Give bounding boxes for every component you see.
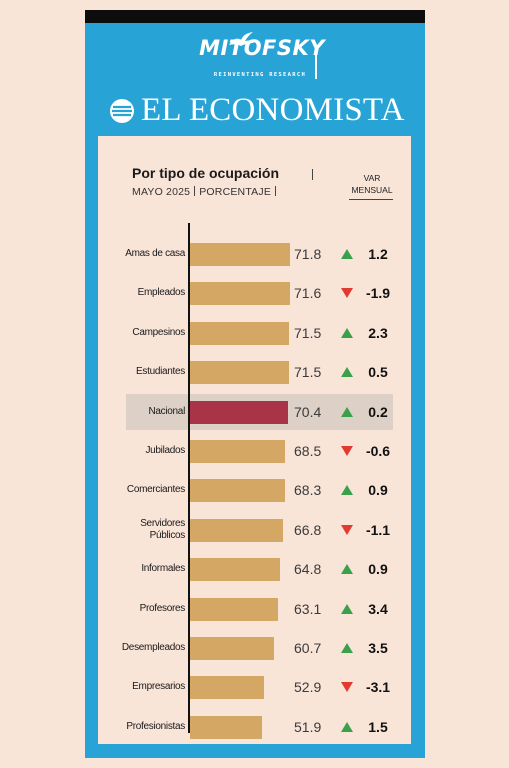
category-label: Nacional: [148, 406, 185, 417]
top-bar: [85, 10, 425, 23]
value-label: 70.4: [294, 404, 322, 420]
var-label-line1: VAR: [363, 173, 381, 183]
var-mensual-value: -0.6: [365, 443, 391, 459]
bar-row: Campesinos 71.5 2.3: [98, 314, 411, 352]
var-mensual-value: -1.1: [365, 522, 391, 538]
var-mensual-value: 1.5: [368, 719, 388, 735]
value-label: 60.7: [294, 640, 322, 656]
var-mensual-value: -3.1: [365, 679, 391, 695]
var-mensual-value: 0.2: [368, 404, 388, 420]
chart-subtitle: MAYO 2025 PORCENTAJE: [132, 186, 280, 198]
triangle-down-icon: [341, 682, 353, 692]
triangle-up-icon: [341, 643, 353, 653]
value-label: 71.5: [294, 325, 322, 341]
bar: [190, 479, 285, 502]
subtitle-divider-end: [275, 186, 277, 196]
bar-row: Servidores Públicos 66.8 -1.1: [98, 511, 411, 549]
bar: [190, 440, 285, 463]
category-label: Amas de casa: [125, 248, 185, 259]
triangle-up-icon: [341, 485, 353, 495]
bar-row: Estudiantes 71.5 0.5: [98, 353, 411, 391]
value-label: 68.3: [294, 482, 322, 498]
var-mensual-value: 0.9: [368, 482, 388, 498]
infographic-frame: MITOFSKY REINVENTING RESEARCH EL ECONOMI…: [85, 10, 425, 758]
value-label: 64.8: [294, 561, 322, 577]
mitofsky-logo: MITOFSKY: [199, 36, 325, 60]
category-label: Informales: [141, 563, 185, 574]
chart-card: Por tipo de ocupación MAYO 2025 PORCENTAJ…: [98, 136, 411, 744]
bar-row: Empresarios 52.9 -3.1: [98, 668, 411, 706]
var-mensual-value: 0.5: [368, 364, 388, 380]
triangle-down-icon: [341, 288, 353, 298]
category-label: Campesinos: [132, 327, 185, 338]
mitofsky-tagline: REINVENTING RESEARCH: [213, 72, 307, 78]
bar: [190, 322, 289, 345]
category-label: Desempleados: [121, 642, 185, 653]
bar-row: Jubilados 68.5 -0.6: [98, 432, 411, 470]
category-label: Profesionistas: [126, 721, 185, 732]
triangle-up-icon: [341, 722, 353, 732]
category-label: Jubilados: [145, 445, 185, 456]
var-mensual-value: 3.5: [368, 640, 388, 656]
value-label: 51.9: [294, 719, 322, 735]
bar: [190, 243, 290, 266]
triangle-up-icon: [341, 604, 353, 614]
bar: [190, 598, 278, 621]
triangle-down-icon: [341, 525, 353, 535]
logo-divider: [315, 55, 317, 79]
el-economista-logo: EL ECONOMISTA: [141, 92, 405, 128]
var-mensual-value: 3.4: [368, 601, 388, 617]
bar-row: Amas de casa 71.8 1.2: [98, 235, 411, 273]
bar-nacional: [190, 401, 288, 424]
bar: [190, 676, 264, 699]
bar-row: Empleados 71.6 -1.9: [98, 274, 411, 312]
bar-row: Profesionistas 51.9 1.5: [98, 708, 411, 746]
value-label: 66.8: [294, 522, 322, 538]
triangle-up-icon: [341, 367, 353, 377]
bar: [190, 558, 280, 581]
triangle-up-icon: [341, 564, 353, 574]
triangle-up-icon: [341, 249, 353, 259]
value-label: 71.6: [294, 285, 322, 301]
category-label: Comerciantes: [126, 484, 185, 495]
y-axis-line: [188, 223, 190, 733]
bar: [190, 282, 290, 305]
bar-row: Comerciantes 68.3 0.9: [98, 471, 411, 509]
bar-row: Profesores 63.1 3.4: [98, 590, 411, 628]
category-label: Estudiantes: [136, 366, 185, 377]
value-label: 68.5: [294, 443, 322, 459]
chart-title: Por tipo de ocupación: [132, 165, 280, 181]
var-mensual-value: 0.9: [368, 561, 388, 577]
bar: [190, 716, 262, 739]
bar-row: Informales 64.8 0.9: [98, 550, 411, 588]
var-label-line2: MENSUAL: [351, 185, 393, 195]
value-label: 71.8: [294, 246, 322, 262]
var-mensual-value: 2.3: [368, 325, 388, 341]
var-mensual-value: -1.9: [365, 285, 391, 301]
mitofsky-bird-icon: [229, 32, 254, 46]
triangle-down-icon: [341, 446, 353, 456]
subtitle-unit: PORCENTAJE: [199, 186, 272, 198]
var-header-underline: [349, 199, 393, 200]
bar-row: Nacional 70.4 0.2: [98, 393, 411, 431]
category-label: Empleados: [137, 287, 186, 298]
value-label: 63.1: [294, 601, 322, 617]
category-label: Servidores Públicos: [140, 518, 185, 541]
category-label: Empresarios: [132, 681, 185, 692]
el-economista-globe-icon: [110, 99, 134, 123]
title-divider: [312, 169, 313, 180]
var-mensual-header: VAR MENSUAL: [348, 172, 396, 196]
bar-row: Desempleados 60.7 3.5: [98, 629, 411, 667]
bar: [190, 519, 283, 542]
value-label: 71.5: [294, 364, 322, 380]
triangle-up-icon: [341, 407, 353, 417]
triangle-up-icon: [341, 328, 353, 338]
subtitle-divider: [194, 186, 196, 196]
value-label: 52.9: [294, 679, 322, 695]
bar: [190, 361, 289, 384]
bar: [190, 637, 274, 660]
subtitle-date: MAYO 2025: [132, 186, 191, 198]
category-label: Profesores: [139, 603, 186, 614]
var-mensual-value: 1.2: [368, 246, 388, 262]
